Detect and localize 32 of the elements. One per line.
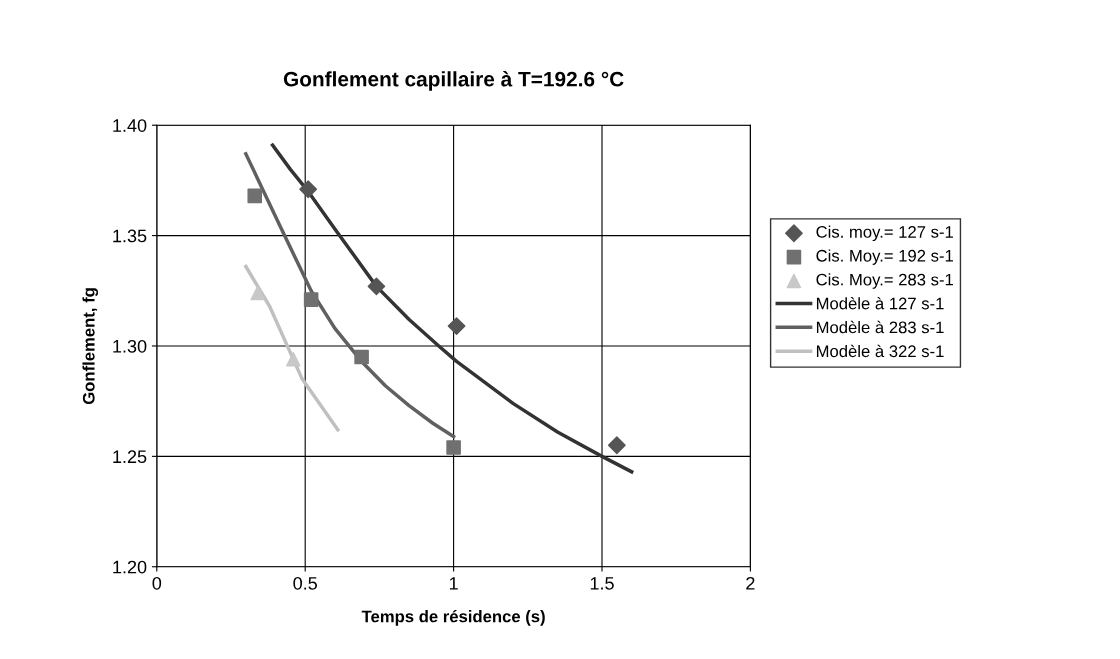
point [367, 277, 386, 296]
legend-label: Modèle à 127 s-1 [816, 296, 944, 310]
point [247, 188, 263, 204]
line-series [244, 152, 456, 439]
y-tick-label: 1.40 [113, 119, 147, 132]
point [286, 351, 301, 367]
y-tick-label: 1.20 [113, 560, 147, 574]
chart-title: Gonflement capillaire à T=192.6 °C [283, 71, 624, 91]
y-tick-label: 1.30 [113, 339, 147, 353]
line-series [270, 143, 634, 474]
x-tick-label: 1 [449, 577, 458, 590]
legend-label: Cis. Moy.= 283 s-1 [816, 273, 953, 289]
x-tick-label: 2 [746, 576, 755, 590]
line-series [244, 264, 340, 432]
y-tick-label: 1.25 [113, 450, 147, 464]
legend-label: Modèle à 283 s-1 [816, 320, 944, 334]
legend-label: Cis. Moy.= 192 s-1 [816, 249, 953, 265]
y-tick-label: 1.35 [113, 229, 147, 243]
point [354, 349, 369, 365]
y-axis-title: Gonflement, fg [82, 288, 99, 405]
x-tick-label: 1.5 [590, 577, 614, 590]
x-axis-title: Temps de résidence (s) [361, 609, 545, 626]
point [607, 436, 626, 455]
legend-label: Modèle à 322 s-1 [816, 344, 944, 358]
point [299, 180, 318, 199]
point [250, 285, 265, 301]
point [303, 292, 319, 307]
x-tick-label: 0.5 [293, 576, 317, 590]
legend-label: Cis. moy.= 127 s-1 [816, 225, 953, 242]
point [446, 440, 461, 455]
x-tick-label: 0 [152, 576, 162, 590]
point [447, 317, 466, 336]
